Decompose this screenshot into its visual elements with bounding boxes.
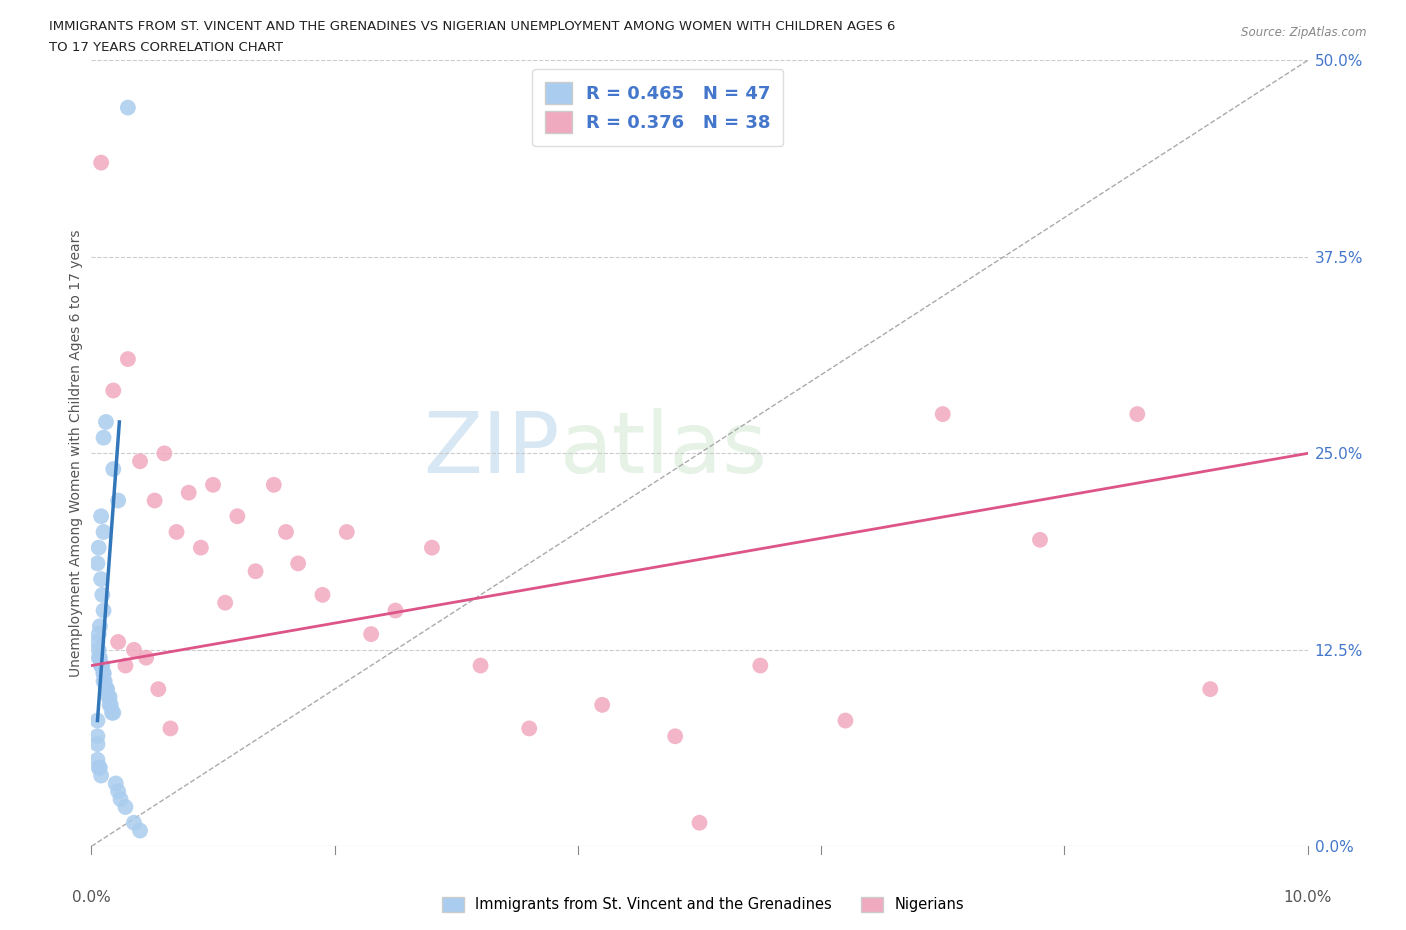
Point <box>122 643 145 658</box>
Point <box>1199 682 1222 697</box>
Point <box>100 698 122 712</box>
Point <box>591 698 613 712</box>
Point <box>1126 406 1149 421</box>
Point <box>148 682 170 697</box>
Text: 0.0%: 0.0% <box>72 890 111 905</box>
Legend: Immigrants from St. Vincent and the Grenadines, Nigerians: Immigrants from St. Vincent and the Gren… <box>436 891 970 918</box>
Point <box>89 618 111 633</box>
Point <box>90 572 112 587</box>
Point <box>384 604 406 618</box>
Point <box>90 509 112 524</box>
Legend: R = 0.465   N = 47, R = 0.376   N = 38: R = 0.465 N = 47, R = 0.376 N = 38 <box>531 70 783 146</box>
Point <box>135 650 157 665</box>
Text: IMMIGRANTS FROM ST. VINCENT AND THE GRENADINES VS NIGERIAN UNEMPLOYMENT AMONG WO: IMMIGRANTS FROM ST. VINCENT AND THE GREN… <box>49 20 896 33</box>
Point <box>420 540 443 555</box>
Point <box>93 604 115 618</box>
Point <box>97 689 120 704</box>
Point <box>98 698 121 712</box>
Point <box>153 446 176 461</box>
Point <box>360 627 382 642</box>
Point <box>104 776 127 790</box>
Point <box>245 564 267 578</box>
Point <box>87 650 110 665</box>
Point <box>114 800 136 815</box>
Point <box>159 721 181 736</box>
Point <box>91 588 114 603</box>
Point <box>688 816 710 830</box>
Point <box>94 674 117 689</box>
Point <box>94 415 117 430</box>
Point <box>931 406 953 421</box>
Point <box>129 823 152 838</box>
Point <box>749 658 772 673</box>
Point <box>93 431 115 445</box>
Point <box>93 666 115 681</box>
Point <box>87 627 110 642</box>
Point <box>101 705 124 720</box>
Point <box>202 477 225 492</box>
Point <box>107 634 129 649</box>
Text: ZIP: ZIP <box>423 408 560 491</box>
Point <box>86 713 108 728</box>
Point <box>90 768 112 783</box>
Point <box>91 658 114 673</box>
Point <box>834 713 856 728</box>
Text: atlas: atlas <box>560 408 768 491</box>
Point <box>103 383 125 398</box>
Point <box>93 666 115 681</box>
Point <box>86 752 108 767</box>
Point <box>470 658 492 673</box>
Point <box>103 705 125 720</box>
Point <box>94 682 117 697</box>
Text: Source: ZipAtlas.com: Source: ZipAtlas.com <box>1241 26 1367 39</box>
Point <box>87 643 110 658</box>
Point <box>107 493 129 508</box>
Point <box>86 556 108 571</box>
Point <box>1029 532 1052 547</box>
Point <box>336 525 359 539</box>
Point <box>114 658 136 673</box>
Point <box>94 682 117 697</box>
Point <box>190 540 212 555</box>
Point <box>86 737 108 751</box>
Point <box>107 784 129 799</box>
Point <box>287 556 309 571</box>
Text: 10.0%: 10.0% <box>1284 890 1331 905</box>
Text: TO 17 YEARS CORRELATION CHART: TO 17 YEARS CORRELATION CHART <box>49 41 283 54</box>
Point <box>110 791 132 806</box>
Point <box>96 682 118 697</box>
Point <box>117 352 139 366</box>
Point <box>117 100 139 115</box>
Point <box>166 525 188 539</box>
Point <box>89 761 111 776</box>
Point <box>87 540 110 555</box>
Point <box>122 816 145 830</box>
Point <box>311 588 333 603</box>
Point <box>517 721 540 736</box>
Point <box>90 658 112 673</box>
Point <box>177 485 200 500</box>
Point <box>664 729 686 744</box>
Point <box>263 477 285 492</box>
Point <box>89 650 111 665</box>
Y-axis label: Unemployment Among Women with Children Ages 6 to 17 years: Unemployment Among Women with Children A… <box>69 230 83 677</box>
Point <box>86 729 108 744</box>
Point <box>129 454 152 469</box>
Point <box>93 674 115 689</box>
Point <box>87 761 110 776</box>
Point <box>86 634 108 649</box>
Point <box>214 595 236 610</box>
Point <box>274 525 297 539</box>
Point <box>90 155 112 170</box>
Point <box>93 525 115 539</box>
Point <box>98 689 121 704</box>
Point <box>226 509 249 524</box>
Point <box>103 461 125 476</box>
Point <box>90 658 112 673</box>
Point <box>143 493 166 508</box>
